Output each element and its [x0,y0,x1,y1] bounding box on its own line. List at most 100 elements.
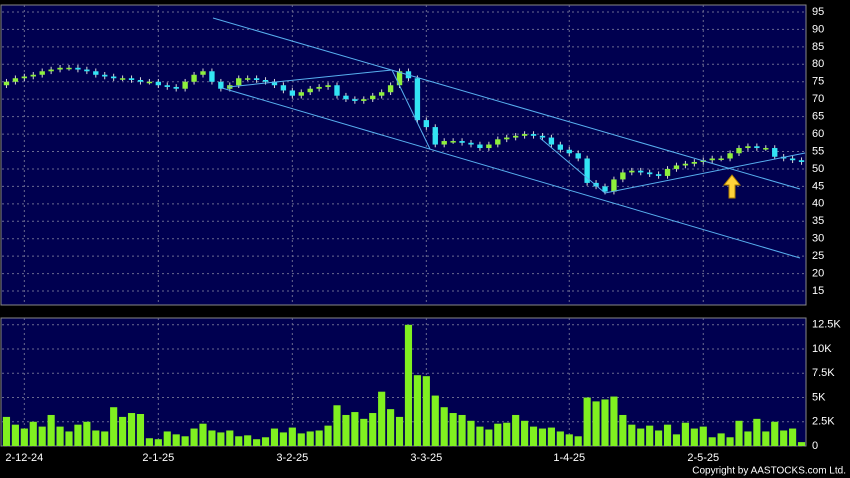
candle-body [682,163,689,166]
volume-bar [190,428,198,446]
trend-line [539,137,606,194]
x-tick-label: 3-3-25 [410,452,442,464]
candle-body [691,161,698,164]
y2-tick-label: 0 [812,440,818,452]
trend-lines [212,17,806,259]
volume-bar [92,430,100,446]
candle-body [84,69,90,72]
volume-bar [780,430,788,446]
candle-body [673,165,680,169]
y-tick-label: 45 [812,180,824,192]
candle-body [39,71,45,75]
volume-bar [127,413,136,446]
candle-body [763,148,769,150]
candle-body [200,71,206,75]
volume-bar [521,420,529,446]
volume-bar [11,424,19,446]
volume-bar [20,428,28,446]
copyright: Copyright by AASTOCKS.com Ltd. [692,466,846,477]
volume-bar [351,412,359,446]
arrow [722,174,742,199]
volume-bar [440,407,448,446]
candle-body [486,144,492,149]
candle-body [325,85,331,87]
volume-bar [431,395,439,446]
trend-line [212,17,801,190]
candle-body [745,146,751,149]
candle-body [620,172,626,180]
volume-bar [378,391,386,446]
volume-bar [199,423,207,446]
y-tick-label: 65 [812,111,824,123]
x-tick-label: 3-2-25 [276,452,308,464]
candle-body [12,78,19,82]
candle-body [280,85,287,91]
y-tick-label: 20 [812,268,824,280]
candle-body [271,81,278,86]
volume-bar [315,430,323,446]
volume-bar [226,430,234,446]
x-tick-label: 2-1-25 [142,452,174,464]
candle-body [102,74,108,77]
candle-body [66,67,72,70]
volume-bar [574,436,582,446]
x-tick-label: 2-12-24 [5,452,43,464]
candle-body [477,144,483,149]
candle-body [21,76,28,79]
volume-bar [74,424,82,446]
volume-bar [306,431,314,446]
candle-body [30,74,36,77]
candle-body [361,99,367,101]
volume-bar [512,414,520,446]
candle-body [423,120,430,128]
candle-body [432,127,438,145]
candle-body [75,67,81,70]
y-tick-label: 70 [812,93,824,105]
candle-body [718,158,724,160]
candle-body [664,168,671,176]
volume-bar [333,405,341,446]
candle-body [709,158,715,161]
candle-body [387,85,394,93]
candle-body [298,92,304,96]
candle-body [155,81,162,86]
candle-body [611,179,617,192]
volume-bar [422,376,430,446]
candle-body [789,158,796,161]
candle-body [48,69,54,72]
labels: 15 20 25 30 35 40 45 50 55 60 65 70 75 80 85 90 95 0 2.5K 5… [5,6,841,464]
volume-bar [690,428,698,446]
candle-body [209,71,215,82]
candle-body [173,86,179,89]
volume-panel [0,317,807,447]
volume-bar [753,418,761,446]
y2-tick-label: 5K [812,391,826,403]
candle-body [3,81,10,86]
volume-bar [235,436,243,446]
volume-bar [342,414,350,446]
volume-bar [476,426,484,446]
volume-bar [110,407,118,446]
y-tick-label: 85 [812,41,824,53]
y2-tick-label: 10K [812,343,832,355]
volume-bar [744,431,752,446]
candle-body [468,142,474,145]
y-tick-label: 15 [812,285,824,297]
candle-body [307,88,313,93]
price-panel [0,4,807,306]
candle-body [236,78,242,86]
volume-bar [789,428,797,446]
candle-body [110,76,117,79]
volume-bar [154,439,162,446]
candle-body [244,78,251,80]
volume-bar [735,420,743,446]
volume-bar [181,436,189,446]
trend-line [221,87,801,259]
candle-body [557,144,564,150]
volume-bar [583,397,591,446]
volume-bar [646,425,654,446]
volume-bar [708,437,716,446]
candle-body [57,67,63,70]
y-tick-label: 50 [812,163,824,175]
volume-bar [297,433,305,446]
